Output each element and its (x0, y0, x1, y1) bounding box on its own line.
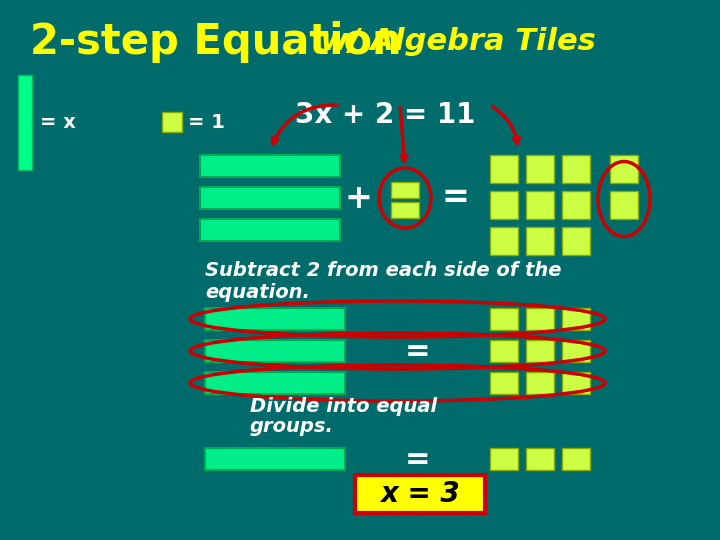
FancyBboxPatch shape (490, 448, 518, 470)
FancyBboxPatch shape (526, 448, 554, 470)
FancyBboxPatch shape (205, 372, 345, 394)
FancyBboxPatch shape (526, 227, 554, 255)
FancyBboxPatch shape (526, 340, 554, 362)
FancyBboxPatch shape (610, 191, 638, 219)
FancyBboxPatch shape (526, 191, 554, 219)
FancyBboxPatch shape (526, 372, 554, 394)
FancyBboxPatch shape (205, 340, 345, 362)
FancyBboxPatch shape (562, 155, 590, 183)
FancyBboxPatch shape (490, 372, 518, 394)
FancyBboxPatch shape (490, 227, 518, 255)
FancyBboxPatch shape (18, 75, 32, 170)
Text: =: = (405, 336, 431, 366)
FancyBboxPatch shape (355, 475, 485, 513)
FancyBboxPatch shape (610, 155, 638, 183)
Text: 2-step Equation: 2-step Equation (30, 21, 402, 63)
Text: w/ Algebra Tiles: w/ Algebra Tiles (310, 28, 595, 57)
Text: =: = (441, 181, 469, 214)
FancyBboxPatch shape (490, 155, 518, 183)
FancyBboxPatch shape (562, 308, 590, 330)
FancyBboxPatch shape (526, 155, 554, 183)
FancyBboxPatch shape (205, 308, 345, 330)
FancyBboxPatch shape (526, 308, 554, 330)
Text: =: = (405, 444, 431, 474)
FancyBboxPatch shape (562, 191, 590, 219)
FancyBboxPatch shape (200, 187, 340, 209)
FancyBboxPatch shape (200, 219, 340, 241)
FancyBboxPatch shape (162, 112, 182, 132)
FancyBboxPatch shape (490, 308, 518, 330)
FancyBboxPatch shape (562, 227, 590, 255)
Text: Divide into equal: Divide into equal (250, 397, 437, 416)
Text: = x: = x (40, 112, 76, 132)
Text: = 1: = 1 (188, 112, 225, 132)
Text: Subtract 2 from each side of the: Subtract 2 from each side of the (205, 260, 562, 280)
FancyBboxPatch shape (490, 340, 518, 362)
Text: +: + (344, 181, 372, 214)
FancyBboxPatch shape (200, 155, 340, 177)
Text: x = 3: x = 3 (380, 480, 460, 508)
FancyBboxPatch shape (205, 448, 345, 470)
Text: equation.: equation. (205, 282, 310, 301)
FancyBboxPatch shape (562, 372, 590, 394)
FancyBboxPatch shape (391, 182, 419, 198)
FancyBboxPatch shape (562, 340, 590, 362)
FancyBboxPatch shape (490, 191, 518, 219)
FancyBboxPatch shape (391, 202, 419, 218)
Text: groups.: groups. (250, 417, 334, 436)
FancyBboxPatch shape (562, 448, 590, 470)
Text: 3x + 2 = 11: 3x + 2 = 11 (295, 101, 475, 129)
